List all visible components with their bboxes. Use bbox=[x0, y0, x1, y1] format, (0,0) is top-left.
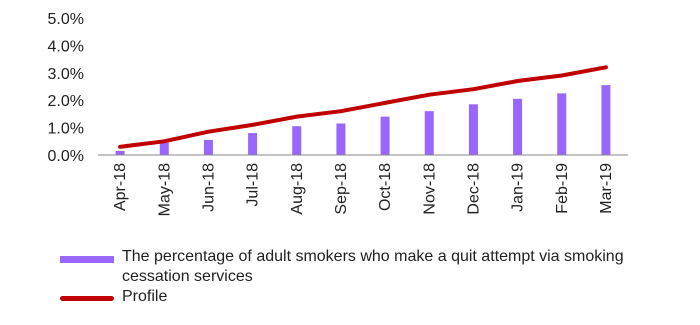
x-tick-label: Feb-19 bbox=[554, 163, 571, 214]
x-tick-label: Jan-19 bbox=[510, 163, 527, 212]
profile-line bbox=[118, 65, 608, 149]
y-tick-label: 0.0% bbox=[48, 148, 84, 165]
x-tick-label: Apr-18 bbox=[112, 163, 129, 211]
x-tick-label: Sep-18 bbox=[333, 163, 350, 215]
x-tick-label: Nov-18 bbox=[421, 163, 438, 215]
legend-line-label: Profile bbox=[122, 288, 168, 305]
y-tick-label: 2.0% bbox=[48, 93, 84, 110]
bar bbox=[159, 142, 169, 155]
bar bbox=[557, 93, 567, 155]
y-tick-label: 5.0% bbox=[48, 11, 84, 28]
legend-item-bars: The percentage of adult smokers who make… bbox=[60, 247, 680, 287]
bar bbox=[513, 98, 523, 155]
x-tick-label: Oct-18 bbox=[377, 163, 394, 211]
bar bbox=[248, 133, 258, 155]
legend-item-line: Profile bbox=[60, 287, 680, 307]
y-tick-label: 4.0% bbox=[48, 38, 84, 55]
x-tick-label: Jul-18 bbox=[245, 163, 262, 207]
bar bbox=[468, 104, 478, 155]
bar bbox=[115, 150, 125, 155]
y-tick-label: 1.0% bbox=[48, 121, 84, 138]
bar bbox=[424, 111, 434, 155]
legend-bar-swatch bbox=[60, 256, 114, 263]
legend: The percentage of adult smokers who make… bbox=[60, 247, 680, 307]
legend-line-swatch bbox=[60, 296, 114, 301]
x-tick-label: Mar-19 bbox=[598, 163, 615, 214]
legend-bar-label: The percentage of adult smokers who make… bbox=[122, 248, 624, 285]
x-tick-label: Jun-18 bbox=[200, 163, 217, 212]
x-tick-label: May-18 bbox=[156, 163, 173, 216]
bar bbox=[601, 85, 611, 155]
y-axis: 5.0% 4.0% 3.0% 2.0% 1.0% 0.0% bbox=[48, 11, 84, 165]
line-series bbox=[118, 65, 608, 149]
bar bbox=[292, 126, 302, 155]
bar-series bbox=[115, 85, 611, 155]
chart: 5.0% 4.0% 3.0% 2.0% 1.0% 0.0% Apr-18 May-18 Jun… bbox=[48, 11, 628, 216]
bar bbox=[336, 123, 346, 155]
x-axis: Apr-18 May-18 Jun-18 Jul-18 Aug-18 Sep-18 Oct-… bbox=[98, 154, 628, 216]
bar bbox=[380, 116, 390, 155]
x-tick-label: Aug-18 bbox=[289, 163, 306, 215]
bar bbox=[203, 139, 213, 155]
y-tick-label: 3.0% bbox=[48, 66, 84, 83]
x-tick-label: Dec-18 bbox=[465, 163, 482, 215]
